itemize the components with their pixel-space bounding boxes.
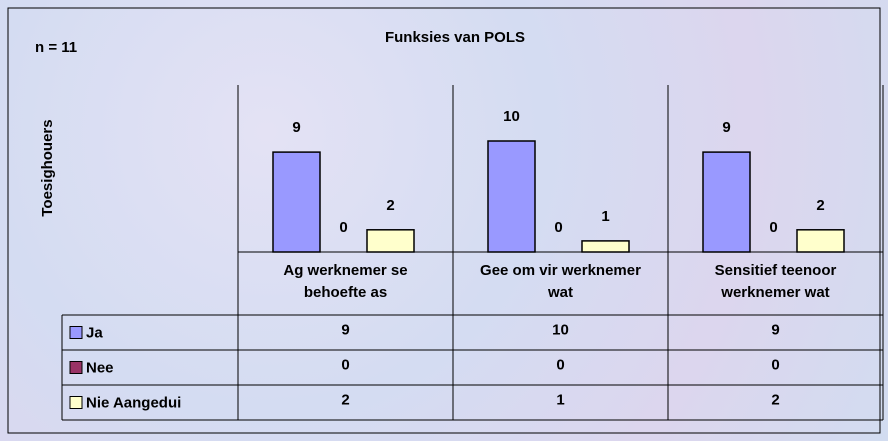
chart-border: [7, 7, 881, 434]
table-value: 1: [556, 391, 564, 408]
bar: [796, 229, 845, 253]
category-label: Ag werknemer se behoefte as: [283, 262, 408, 301]
legend-label: Ja: [86, 324, 103, 341]
data-label: 0: [769, 219, 777, 236]
table-value: 0: [771, 356, 779, 373]
legend-label: Nee: [86, 359, 114, 376]
table-value: 2: [341, 391, 349, 408]
table-value: 0: [556, 356, 564, 373]
table-value: 2: [771, 391, 779, 408]
table-value: 0: [341, 356, 349, 373]
y-axis-label: Toesighouers: [39, 119, 56, 216]
legend-label: Nie Aangedui: [86, 394, 181, 411]
chart-title: Funksies van POLS: [385, 29, 525, 46]
bar: [581, 240, 630, 253]
legend-swatch: [69, 361, 83, 374]
data-label: 1: [601, 208, 609, 225]
data-label: 10: [503, 108, 520, 125]
bar: [702, 151, 751, 253]
data-label: 2: [816, 197, 824, 214]
category-label: Gee om vir werknemer wat: [480, 262, 641, 301]
bar: [272, 151, 321, 253]
table-value: 10: [552, 321, 569, 338]
category-label: Sensitief teenoor werknemer wat: [714, 262, 837, 301]
data-label: 0: [339, 219, 347, 236]
bar: [487, 140, 536, 253]
legend-swatch: [69, 396, 83, 409]
subtitle: n = 11: [35, 39, 77, 56]
table-value: 9: [771, 321, 779, 338]
legend-swatch: [69, 326, 83, 339]
data-label: 9: [722, 119, 730, 136]
data-label: 9: [292, 119, 300, 136]
data-label: 0: [554, 219, 562, 236]
table-value: 9: [341, 321, 349, 338]
data-label: 2: [386, 197, 394, 214]
bar: [366, 229, 415, 253]
